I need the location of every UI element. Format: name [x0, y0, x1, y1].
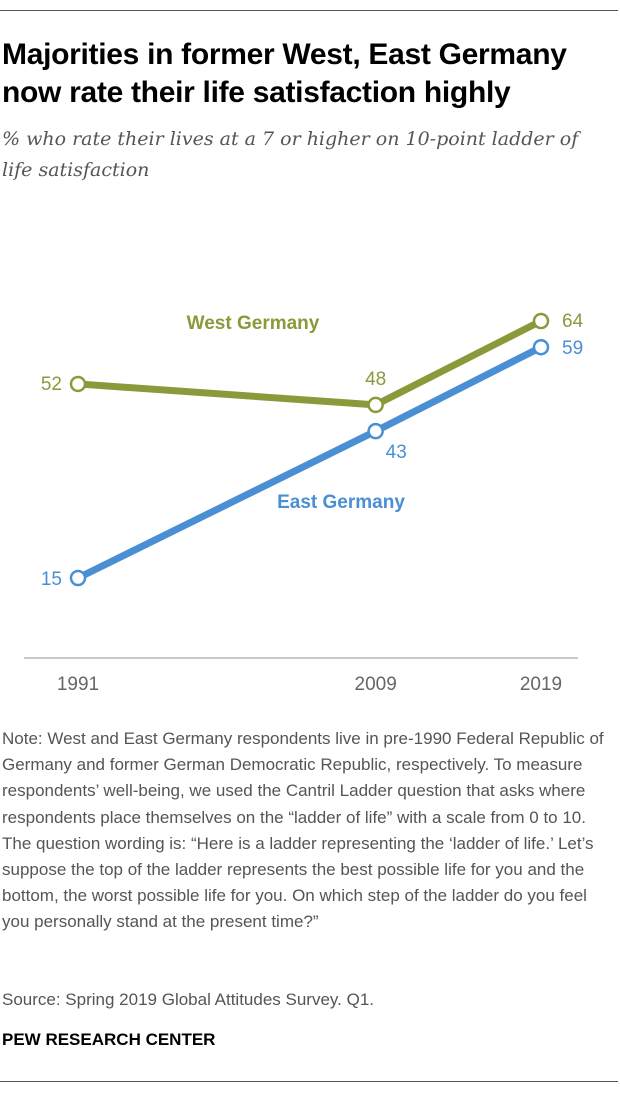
line-chart: 1991 2009 2019 15 43 59 East Germany 52 48 64 West… — [24, 311, 584, 695]
west-germany-data-label-1991: 52 — [41, 374, 62, 395]
x-tick-label-2019: 2019 — [520, 674, 562, 695]
brand-label: PEW RESEARCH CENTER — [2, 1030, 216, 1049]
chart-source: Source: Spring 2019 Global Attitudes Sur… — [2, 990, 375, 1009]
east-germany-series-line — [74, 343, 545, 582]
east-germany-series-name: East Germany — [277, 492, 405, 513]
chart-title: Majorities in former West, East Germany … — [2, 38, 567, 109]
west-germany-point-2019 — [532, 312, 550, 330]
west-germany-point-1991 — [69, 375, 87, 393]
east-germany-data-label-2009: 43 — [386, 442, 407, 463]
east-germany-data-label-2019: 59 — [562, 338, 583, 359]
east-germany-point-2019 — [532, 338, 550, 356]
east-germany-point-2009 — [367, 422, 384, 440]
bottom-rule — [0, 1081, 618, 1082]
chart-note: Note: West and East Germany respondents … — [2, 729, 604, 932]
west-germany-series-name: West Germany — [187, 313, 320, 334]
top-rule — [0, 10, 618, 11]
east-germany-data-label-1991: 15 — [41, 569, 62, 590]
east-germany-point-1991 — [69, 569, 87, 587]
west-germany-point-2009 — [367, 396, 384, 414]
west-germany-data-label-2009: 48 — [365, 369, 386, 390]
x-tick-label-2009: 2009 — [355, 674, 397, 695]
west-germany-data-label-2019: 64 — [562, 311, 584, 332]
x-tick-label-1991: 1991 — [57, 674, 99, 695]
chart-subtitle: % who rate their lives at a 7 or higher … — [2, 128, 579, 181]
